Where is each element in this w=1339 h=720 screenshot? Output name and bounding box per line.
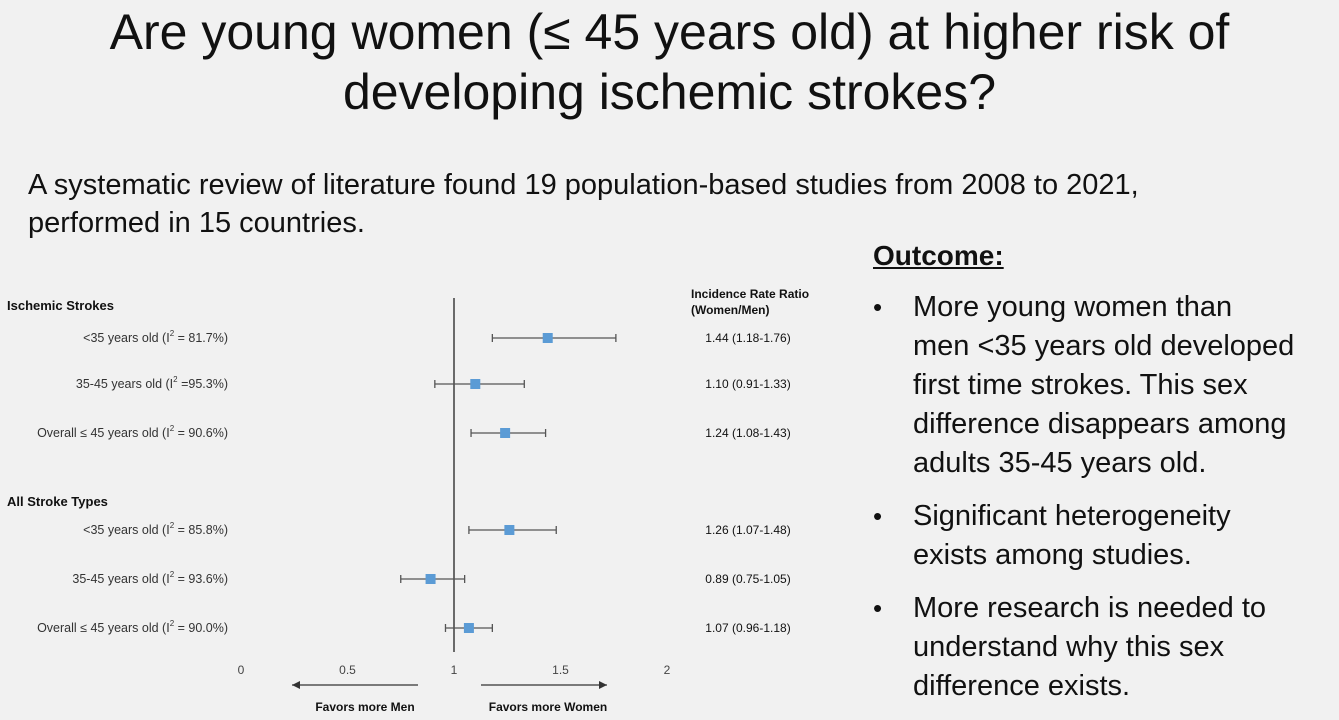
summary-line-2: performed in 15 countries. — [28, 207, 365, 239]
point-estimate — [500, 428, 511, 438]
bullet-icon: • — [873, 501, 883, 531]
row-label-text: = 93.6%) — [174, 572, 228, 586]
row-label-text: = 90.6%) — [174, 426, 228, 440]
row-label-text: <35 years old (I — [83, 331, 170, 345]
row-label: Overall ≤ 45 years old (I2 = 90.0%) — [37, 619, 228, 635]
estimate-value: 1.44 (1.18-1.76) — [705, 331, 790, 345]
x-tick-label: 2 — [664, 663, 671, 677]
point-estimate — [542, 333, 553, 343]
row-label-text: = 81.7%) — [174, 331, 228, 345]
bullet-line: difference exists. — [913, 670, 1131, 702]
outcome-heading: Outcome: — [873, 240, 1004, 271]
x-tick-label: 1 — [451, 663, 458, 677]
point-estimate — [463, 623, 474, 633]
row-label: 35-45 years old (I2 =95.3%) — [76, 375, 228, 391]
bullet-line: men <35 years old developed — [913, 330, 1295, 362]
bullet-line: More young women than — [913, 291, 1233, 323]
bullet-line: understand why this sex — [913, 631, 1225, 663]
row-label-text: Overall ≤ 45 years old (I — [37, 621, 170, 635]
estimate-value: 1.10 (0.91-1.33) — [705, 377, 790, 391]
row-label-superscript: 2 — [170, 521, 175, 530]
row-label: 35-45 years old (I2 = 93.6%) — [72, 570, 228, 586]
point-estimate — [425, 574, 436, 584]
row-label-text: = 90.0%) — [174, 621, 228, 635]
group-title: Ischemic Strokes — [7, 298, 114, 313]
group-title: All Stroke Types — [7, 494, 108, 509]
outcome-bullet: • Significant heterogeneity exists among… — [873, 497, 1339, 575]
bullet-line: first time strokes. This sex — [913, 369, 1248, 401]
row-label: <35 years old (I2 = 85.8%) — [83, 521, 228, 537]
estimate-value: 1.26 (1.07-1.48) — [705, 523, 790, 537]
x-tick-label: 1.5 — [552, 663, 569, 677]
row-label-superscript: 2 — [170, 424, 175, 433]
outcome-bullet: • More research is needed to understand … — [873, 589, 1339, 706]
row-label-superscript: 2 — [170, 329, 175, 338]
row-label-text: Overall ≤ 45 years old (I — [37, 426, 170, 440]
title-line-2: developing ischemic strokes? — [342, 64, 997, 120]
forest-plot: Incidence Rate Ratio (Women/Men) Ischemic … — [7, 287, 809, 714]
study-summary: A systematic review of literature found … — [28, 166, 1328, 242]
row-label-superscript: 2 — [170, 570, 175, 579]
arrow-left-icon — [292, 681, 300, 689]
bullet-line: Significant heterogeneity — [913, 500, 1231, 532]
arrow-right-icon — [599, 681, 607, 689]
summary-line-1: A systematic review of literature found … — [28, 169, 1139, 201]
row-label: Overall ≤ 45 years old (I2 = 90.6%) — [37, 424, 228, 440]
row-label-text: = 85.8%) — [174, 523, 228, 537]
column-header: (Women/Men) — [691, 303, 769, 317]
outcome-list: • More young women than men <35 years ol… — [873, 288, 1339, 706]
point-estimate — [504, 525, 515, 535]
row-label: <35 years old (I2 = 81.7%) — [83, 329, 228, 345]
outcome-bullet: • More young women than men <35 years ol… — [873, 288, 1339, 483]
row-label-superscript: 2 — [170, 619, 175, 628]
row-label-text: =95.3%) — [178, 377, 228, 391]
row-label-text: 35-45 years old (I — [76, 377, 173, 391]
bullet-icon: • — [873, 593, 883, 623]
row-label-text: 35-45 years old (I — [72, 572, 169, 586]
estimate-value: 1.07 (0.96-1.18) — [705, 621, 790, 635]
favors-women-label: Favors more Women — [489, 700, 607, 714]
favors-men-label: Favors more Men — [315, 700, 414, 714]
estimate-value: 1.24 (1.08-1.43) — [705, 426, 790, 440]
bullet-line: exists among studies. — [913, 539, 1192, 571]
bullet-icon: • — [873, 292, 883, 322]
bullet-line: difference disappears among — [913, 408, 1287, 440]
row-label-text: <35 years old (I — [83, 523, 170, 537]
bullet-line: More research is needed to — [913, 592, 1267, 624]
outcome-panel: Outcome: • More young women than men <35… — [873, 238, 1339, 720]
page-title: Are young women (≤ 45 years old) at high… — [0, 2, 1339, 122]
point-estimate — [470, 379, 481, 389]
estimate-value: 0.89 (0.75-1.05) — [705, 572, 790, 586]
x-tick-label: 0.5 — [339, 663, 356, 677]
row-label-superscript: 2 — [173, 375, 178, 384]
title-line-1: Are young women (≤ 45 years old) at high… — [109, 4, 1230, 60]
x-tick-label: 0 — [238, 663, 245, 677]
column-header: Incidence Rate Ratio — [691, 287, 809, 301]
bullet-line: adults 35-45 years old. — [913, 447, 1207, 479]
